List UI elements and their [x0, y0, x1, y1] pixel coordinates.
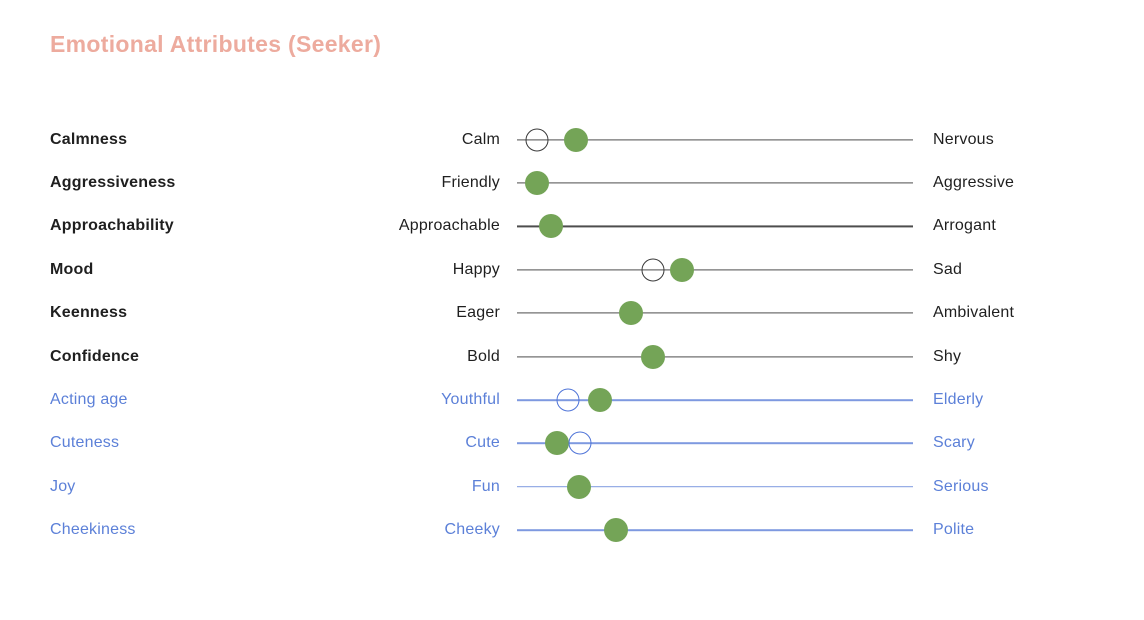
slider-track[interactable] [517, 344, 913, 370]
attribute-name: Joy [50, 477, 76, 495]
page-title: Emotional Attributes (Seeker) [50, 31, 382, 57]
slider-outline-marker[interactable] [525, 128, 549, 152]
slider-track[interactable] [517, 517, 913, 543]
attribute-name: Approachability [50, 217, 174, 235]
attribute-row: Approachability Approachable Arrogant [0, 205, 1144, 248]
slider-line [517, 225, 913, 228]
scale-left-pole-label: Cute [465, 434, 500, 452]
slider-line [517, 399, 913, 401]
slider-track[interactable] [517, 387, 913, 413]
slider-track[interactable] [517, 213, 913, 239]
slider-line [517, 442, 913, 445]
slider-track[interactable] [517, 170, 913, 196]
scale-left-pole-label: Happy [452, 260, 500, 278]
attribute-name: Aggressiveness [50, 174, 176, 192]
scale-left-pole-label: Calm [461, 130, 500, 148]
slider-value-dot[interactable] [670, 257, 695, 282]
attribute-name: Cheekiness [50, 521, 136, 539]
attribute-row: Acting age Youthful Elderly [0, 378, 1144, 421]
attribute-row: Confidence Bold Shy [0, 335, 1144, 378]
scale-right-pole-label: Serious [933, 477, 989, 495]
attribute-row: Aggressiveness Friendly Aggressive [0, 161, 1144, 204]
scale-left-pole-label: Approachable [398, 217, 500, 235]
scale-left-pole-label: Cheeky [444, 521, 500, 539]
scale-right-pole-label: Scary [933, 434, 975, 452]
slider-value-dot[interactable] [640, 344, 665, 369]
slider-line [517, 269, 913, 271]
slider-track[interactable] [517, 300, 913, 326]
scale-left-pole-label: Eager [456, 304, 500, 322]
slider-outline-marker[interactable] [641, 258, 665, 282]
attribute-row: Mood Happy Sad [0, 248, 1144, 291]
attribute-name: Keenness [50, 304, 128, 322]
slider-value-dot[interactable] [588, 388, 613, 413]
attribute-name: Acting age [50, 391, 128, 409]
slider-outline-marker[interactable] [568, 431, 592, 455]
slider-track[interactable] [517, 430, 913, 456]
slider-value-dot[interactable] [564, 127, 588, 152]
scale-right-pole-label: Aggressive [933, 174, 1015, 192]
scale-left-pole-label: Youthful [441, 391, 500, 409]
scale-left-pole-label: Bold [467, 347, 500, 365]
scale-right-pole-label: Arrogant [933, 217, 996, 235]
slider-line [517, 486, 913, 488]
slider-track[interactable] [517, 257, 913, 283]
attribute-name: Confidence [50, 347, 140, 365]
attribute-row: Cheekiness Cheeky Polite [0, 509, 1144, 552]
attribute-row: Calmness Calm Nervous [0, 118, 1144, 161]
scale-left-pole-label: Friendly [441, 174, 500, 192]
attribute-row: Keenness Eager Ambivalent [0, 292, 1144, 335]
attribute-rows: Calmness Calm Nervous Aggressiveness Fri… [0, 118, 1144, 552]
scale-right-pole-label: Nervous [933, 130, 994, 148]
attribute-row: Joy Fun Serious [0, 465, 1144, 508]
attribute-row: Cuteness Cute Scary [0, 422, 1144, 465]
attribute-name: Mood [50, 260, 94, 278]
slider-value-dot[interactable] [525, 171, 550, 196]
slider-line [517, 356, 913, 358]
attribute-name: Cuteness [50, 434, 120, 452]
slider-value-dot[interactable] [539, 214, 564, 239]
slider-line [517, 529, 913, 531]
slider-value-dot[interactable] [567, 474, 592, 499]
scale-left-pole-label: Fun [471, 477, 500, 495]
slider-line [517, 182, 913, 184]
slider-track[interactable] [517, 474, 913, 500]
scale-right-pole-label: Elderly [933, 391, 984, 409]
scale-right-pole-label: Ambivalent [933, 304, 1015, 322]
scale-right-pole-label: Sad [933, 260, 963, 278]
scale-right-pole-label: Polite [933, 521, 975, 539]
slider-line [517, 312, 913, 314]
attribute-name: Calmness [50, 130, 128, 148]
slider-outline-marker[interactable] [556, 388, 580, 412]
slider-track[interactable] [517, 127, 913, 153]
slider-value-dot[interactable] [544, 431, 569, 456]
slider-value-dot[interactable] [604, 518, 628, 543]
scale-right-pole-label: Shy [933, 347, 962, 365]
slider-line [517, 139, 913, 141]
slider-value-dot[interactable] [619, 301, 644, 326]
